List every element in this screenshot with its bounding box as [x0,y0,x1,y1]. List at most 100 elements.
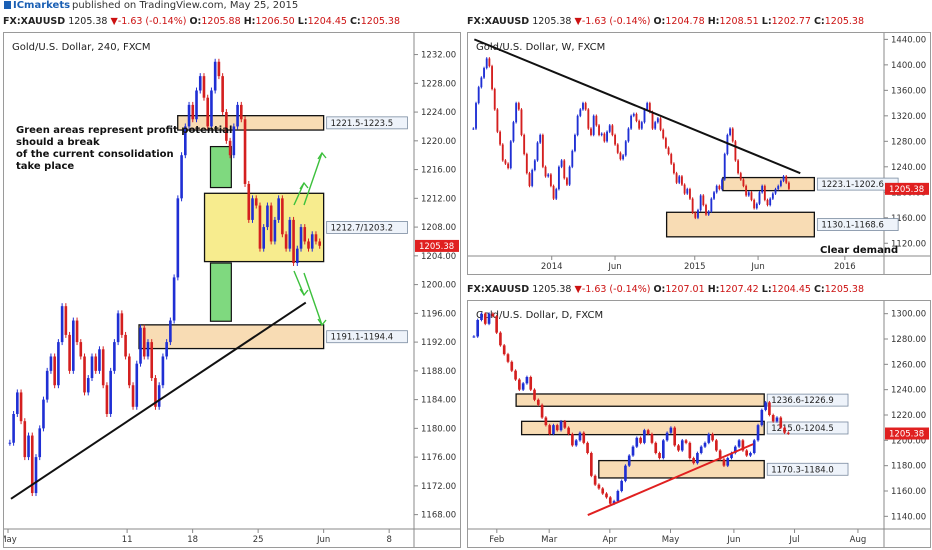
candle-body [521,383,525,390]
candle-body [536,142,539,161]
candle-body [523,134,526,155]
arrowhead-icon [317,318,327,327]
change: -1.63 (-0.14%) [581,16,651,27]
zone-label: 1221.5-1223.5 [331,119,394,129]
x-tick-label: May [662,535,680,545]
candle-body [723,154,726,180]
candle-body [673,427,677,446]
current-price-label: 1205.38 [419,242,454,252]
candle-body [525,377,529,384]
candle-body [630,115,633,129]
candle-body [739,173,742,180]
candle-body [601,488,605,494]
candle-body [779,417,783,428]
y-tick-label: 1216.00 [421,166,456,176]
y-tick-label: 1212.00 [421,194,456,204]
candle-body [528,173,531,186]
trendline [10,301,307,500]
candle-body [150,342,154,379]
candle-body [661,440,665,459]
candle-body [707,434,711,443]
y-tick-label: 1220.00 [421,137,456,147]
y-tick-label: 1160.00 [891,487,926,497]
candle-body [703,442,707,447]
candle-body [517,103,520,110]
zone-label: 1212.7/1203.2 [331,223,393,233]
candle-body [677,445,680,451]
candle-body [243,119,247,184]
candle-body [643,109,646,123]
candle-body [590,453,593,476]
candle-body [568,166,571,185]
candle-body [775,417,779,422]
candle-body [659,118,662,130]
candle-body [715,440,718,451]
chart-panel-weekly[interactable]: Gold/U.S. Dollar, W, FXCM 1440.00 1400.00 1… [467,32,931,275]
last-price: 1205.38 [532,16,572,27]
candle-body [206,97,210,127]
candle-body [584,103,587,110]
candle-body [225,112,228,141]
candle-body [699,446,703,453]
candle-body [646,103,649,110]
candle-body [90,356,94,379]
candle-body [675,173,678,183]
candle-body [608,125,611,132]
candle-body [506,354,510,362]
candle-body [520,109,523,135]
candle-body [593,475,597,485]
candle-body [658,453,661,459]
y-tick-label: 1260.00 [891,360,926,370]
candle-body [45,370,49,400]
candle-body [19,392,23,422]
candle-body [665,432,669,441]
candle-body [745,185,748,196]
candle-body [281,198,284,235]
candle-body [529,377,533,390]
candle-body [476,320,480,337]
chart-panel-240[interactable]: Gold/U.S. Dollar, 240, FXCM 1232.00 1228.0… [3,32,461,548]
candle-body [689,189,691,199]
candle-body [504,160,507,164]
zone-box [515,393,765,407]
symbol: FX:XAUUSD [467,284,530,295]
y-tick-label: 1168.00 [421,511,456,521]
candle-body [299,227,303,249]
candle-body [477,87,480,104]
candle-body [598,125,600,135]
candle-body [684,440,688,443]
trendline [473,38,801,175]
candle-body [688,442,692,459]
candle-body [491,313,495,317]
candle-body [718,185,721,190]
candle-body [606,131,608,142]
candle-body [533,389,536,400]
candle-body [531,169,534,186]
candle-body [539,134,542,143]
candle-body [753,199,756,209]
candle-body [292,219,295,264]
candle-body [555,189,558,199]
y-tick-label: 1140.00 [891,512,926,522]
chart-panel-daily[interactable]: Gold/U.S. Dollar, D, FXCM 1300.00 1280.00 1… [467,300,931,548]
candle-body [86,378,90,393]
candle-body [680,440,684,451]
candle-body [547,174,550,177]
down-arrow-icon: ▼ [574,16,582,27]
candle-body [750,192,753,200]
candle-body [310,234,314,249]
candle-body [627,455,631,466]
quote-line-240: FX:XAUUSD 1205.38 ▼-1.63 (-0.14%) O:1205… [3,16,401,27]
candle-body [726,458,730,466]
candle-body [499,131,502,145]
candle-body [678,176,681,183]
y-tick-label: 1360.00 [891,86,926,96]
candle-body [563,421,567,428]
candle-body [586,442,589,453]
y-tick-label: 1280.00 [891,137,926,147]
candle-body [557,166,560,190]
down-arrow-icon: ▼ [110,16,118,27]
candle-body [612,501,616,504]
broker-name[interactable]: ICmarkets [13,0,71,11]
candle-body [731,128,734,142]
